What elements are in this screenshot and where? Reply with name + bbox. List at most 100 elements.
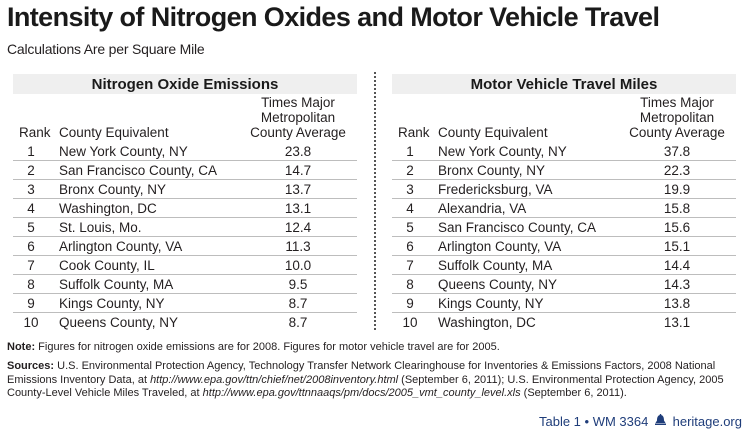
sources-text: (September 6, 2011). bbox=[520, 387, 627, 399]
table-row: 5 St. Louis, Mo. 12.4 bbox=[13, 218, 357, 237]
average-header-line: County Average bbox=[629, 125, 725, 140]
county-header: County Equivalent bbox=[59, 125, 169, 140]
footer-credit: Table 1 • WM 3364 heritage.org bbox=[539, 414, 742, 429]
table-divider bbox=[374, 72, 376, 330]
table-row: 4 Washington, DC 13.1 bbox=[13, 199, 357, 218]
source-link[interactable]: http://www.epa.gov/ttnnaaqs/pm/docs/2005… bbox=[202, 387, 521, 399]
average-header-line: Times Major bbox=[261, 95, 335, 110]
value-cell: 13.7 bbox=[284, 182, 312, 197]
table-row: 4 Alexandria, VA 15.8 bbox=[392, 199, 736, 218]
value-cell: 23.8 bbox=[284, 144, 312, 159]
average-header-line: Metropolitan bbox=[639, 110, 715, 125]
table-row: 1 New York County, NY 23.8 bbox=[13, 142, 357, 161]
value-cell: 22.3 bbox=[663, 163, 691, 178]
county-cell: Suffolk County, MA bbox=[438, 258, 553, 273]
rank-cell: 3 bbox=[406, 182, 414, 197]
county-cell: Queens County, NY bbox=[59, 315, 179, 330]
rank-cell: 6 bbox=[27, 239, 35, 254]
rank-cell: 1 bbox=[27, 144, 35, 159]
note: Note: Figures for nitrogen oxide emissio… bbox=[7, 341, 500, 353]
county-cell: St. Louis, Mo. bbox=[59, 220, 142, 235]
note-text: Figures for nitrogen oxide emissions are… bbox=[35, 341, 500, 353]
column-headers: Rank County Equivalent Times Major Metro… bbox=[13, 94, 357, 142]
rank-cell: 5 bbox=[406, 220, 414, 235]
rank-cell: 5 bbox=[27, 220, 35, 235]
value-cell: 10.0 bbox=[284, 258, 312, 273]
rank-cell: 2 bbox=[27, 163, 35, 178]
separator: • bbox=[584, 414, 590, 429]
value-cell: 13.1 bbox=[663, 315, 691, 330]
value-cell: 14.3 bbox=[663, 277, 691, 292]
county-cell: Bronx County, NY bbox=[59, 182, 167, 197]
value-cell: 37.8 bbox=[663, 144, 691, 159]
sources: Sources: U.S. Environmental Protection A… bbox=[7, 360, 747, 401]
table-row: 8 Suffolk County, MA 9.5 bbox=[13, 275, 357, 294]
table-number: Table 1 bbox=[538, 414, 581, 429]
table-row: 2 San Francisco County, CA 14.7 bbox=[13, 161, 357, 180]
rank-cell: 2 bbox=[406, 163, 414, 178]
rank-cell: 7 bbox=[27, 258, 35, 273]
rank-cell: 1 bbox=[406, 144, 414, 159]
rank-cell: 10 bbox=[402, 315, 418, 330]
value-cell: 9.5 bbox=[288, 277, 308, 292]
county-cell: New York County, NY bbox=[59, 144, 188, 159]
county-cell: San Francisco County, CA bbox=[59, 163, 218, 178]
source-link[interactable]: http://www.epa.gov/ttn/chief/net/2008inv… bbox=[150, 373, 399, 386]
average-header-line: County Average bbox=[250, 125, 346, 140]
value-cell: 14.7 bbox=[284, 163, 312, 178]
value-cell: 8.7 bbox=[288, 296, 308, 311]
wm-number: WM 3364 bbox=[592, 414, 649, 429]
table-heading: Nitrogen Oxide Emissions bbox=[13, 74, 357, 94]
table-row: 7 Suffolk County, MA 14.4 bbox=[392, 256, 736, 275]
table-row: 5 San Francisco County, CA 15.6 bbox=[392, 218, 736, 237]
value-cell: 15.1 bbox=[663, 239, 691, 254]
site-link[interactable]: heritage.org bbox=[672, 414, 742, 429]
liberty-bell-icon bbox=[654, 414, 667, 429]
value-cell: 15.8 bbox=[663, 201, 691, 216]
rank-cell: 6 bbox=[406, 239, 414, 254]
county-cell: Washington, DC bbox=[59, 201, 157, 216]
rank-cell: 7 bbox=[406, 258, 414, 273]
county-cell: Fredericksburg, VA bbox=[438, 182, 553, 197]
county-cell: Suffolk County, MA bbox=[59, 277, 174, 292]
rank-header: Rank bbox=[398, 125, 430, 140]
rank-cell: 9 bbox=[406, 296, 414, 311]
county-cell: Kings County, NY bbox=[59, 296, 165, 311]
county-cell: Alexandria, VA bbox=[438, 201, 527, 216]
table-row: 9 Kings County, NY 13.8 bbox=[392, 294, 736, 313]
rank-cell: 8 bbox=[27, 277, 35, 292]
county-header: County Equivalent bbox=[438, 125, 548, 140]
table-row: 2 Bronx County, NY 22.3 bbox=[392, 161, 736, 180]
value-cell: 8.7 bbox=[288, 315, 308, 330]
nitrogen-oxide-table: Nitrogen Oxide Emissions Rank County Equ… bbox=[13, 74, 357, 331]
average-header-line: Metropolitan bbox=[260, 110, 336, 125]
average-header-line: Times Major bbox=[640, 95, 714, 110]
rank-cell: 8 bbox=[406, 277, 414, 292]
motor-vehicle-table: Motor Vehicle Travel Miles Rank County E… bbox=[392, 74, 736, 331]
value-cell: 13.8 bbox=[663, 296, 691, 311]
county-cell: Arlington County, VA bbox=[59, 239, 183, 254]
county-cell: Queens County, NY bbox=[438, 277, 558, 292]
table-body: 1 New York County, NY 23.8 2 San Francisco C… bbox=[13, 142, 357, 331]
note-label: Note: bbox=[7, 341, 36, 353]
county-cell: San Francisco County, CA bbox=[438, 220, 597, 235]
table-row: 7 Cook County, IL 10.0 bbox=[13, 256, 357, 275]
table-row: 10 Queens County, NY 8.7 bbox=[13, 313, 357, 331]
average-header: Times Major Metropolitan County Average bbox=[622, 95, 732, 140]
average-header: Times Major Metropolitan County Average bbox=[243, 95, 353, 140]
table-row: 3 Bronx County, NY 13.7 bbox=[13, 180, 357, 199]
table-row: 6 Arlington County, VA 15.1 bbox=[392, 237, 736, 256]
county-cell: Arlington County, VA bbox=[438, 239, 562, 254]
column-headers: Rank County Equivalent Times Major Metro… bbox=[392, 94, 736, 142]
rank-cell: 9 bbox=[27, 296, 35, 311]
rank-cell: 10 bbox=[23, 315, 39, 330]
table-body: 1 New York County, NY 37.8 2 Bronx County, N… bbox=[392, 142, 736, 331]
county-cell: New York County, NY bbox=[438, 144, 567, 159]
table-row: 8 Queens County, NY 14.3 bbox=[392, 275, 736, 294]
rank-cell: 4 bbox=[27, 201, 35, 216]
value-cell: 12.4 bbox=[284, 220, 312, 235]
county-cell: Kings County, NY bbox=[438, 296, 544, 311]
table-row: 3 Fredericksburg, VA 19.9 bbox=[392, 180, 736, 199]
page-subtitle: Calculations Are per Square Mile bbox=[7, 41, 205, 57]
table-row: 6 Arlington County, VA 11.3 bbox=[13, 237, 357, 256]
